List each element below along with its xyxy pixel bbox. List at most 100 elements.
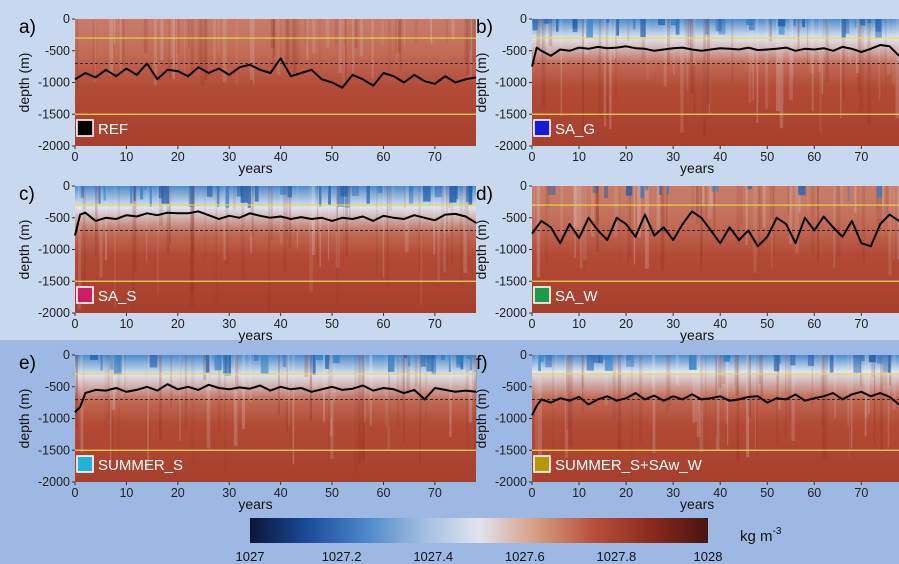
x-tick-label: 60 xyxy=(807,486,821,500)
heatmap-streaks xyxy=(535,355,896,461)
x-tick-label: 50 xyxy=(760,317,774,331)
heatmap-streak xyxy=(330,355,334,459)
surface-blob xyxy=(456,355,464,365)
heatmap-streak xyxy=(310,355,312,420)
heatmap-streak xyxy=(871,355,875,377)
surface-blob xyxy=(140,186,144,200)
heatmap-streak xyxy=(147,355,149,470)
heatmap-streak xyxy=(249,19,254,80)
heatmap-streak xyxy=(798,19,800,41)
surface-blob xyxy=(626,355,634,367)
surface-blob xyxy=(718,19,726,35)
heatmap-streak xyxy=(354,19,358,49)
panel-letter: d) xyxy=(476,184,493,205)
surface-blob xyxy=(222,355,228,374)
surface-blob xyxy=(254,186,259,202)
legend-swatch xyxy=(76,455,94,473)
heatmap-streak xyxy=(538,355,542,455)
y-tick-label: -500 xyxy=(45,211,70,225)
surface-blob xyxy=(431,355,437,375)
heatmap-streak xyxy=(860,19,864,111)
heatmap-streak xyxy=(887,355,890,448)
heatmap-streak xyxy=(335,186,339,233)
surface-blob xyxy=(802,19,806,28)
surface-blob xyxy=(287,186,292,198)
heatmap-streak xyxy=(400,355,405,402)
heatmap-streak xyxy=(191,186,195,253)
x-tick-label: 20 xyxy=(171,150,185,164)
y-tick-label: 0 xyxy=(63,348,70,362)
heatmap-streak xyxy=(286,19,290,73)
legend-label: SUMMER_S+SAw_W xyxy=(555,457,703,474)
heatmap-streak xyxy=(153,19,157,86)
heatmap-streak xyxy=(395,19,398,55)
colorbar-tick-label: 1027 xyxy=(236,549,265,564)
heatmap-streak xyxy=(818,19,821,72)
heatmap-streak xyxy=(850,355,853,449)
heatmap-streak xyxy=(668,355,671,407)
heatmap-streak xyxy=(573,186,578,228)
heatmap-streak xyxy=(663,19,667,87)
heatmap-streak xyxy=(248,355,250,385)
heatmap-streak xyxy=(270,186,273,240)
heatmap-streak xyxy=(76,186,79,215)
heatmap-streak xyxy=(124,355,126,400)
heatmap-streak xyxy=(691,186,694,222)
surface-blob xyxy=(604,186,608,199)
heatmap-streak xyxy=(736,186,741,244)
surface-blob xyxy=(434,186,442,198)
heatmap-streak xyxy=(224,355,226,472)
heatmap-streak xyxy=(791,355,795,441)
surface-blob xyxy=(616,19,619,36)
heatmap-streak xyxy=(666,355,669,413)
heatmap-streak xyxy=(169,19,173,59)
heatmap-streak xyxy=(701,186,705,206)
heatmap-streak xyxy=(609,19,612,130)
surface-blob xyxy=(606,19,610,23)
heatmap-streak xyxy=(536,19,541,51)
heatmap-streak xyxy=(414,19,418,44)
x-tick-label: 10 xyxy=(119,150,133,164)
y-tick-label: -2000 xyxy=(38,306,70,320)
colorbar: 1027 1027.2 1027.4 1027.6 1027.8 1028 kg m-3 xyxy=(236,518,782,564)
heatmap-streak xyxy=(342,19,346,85)
heatmap-streak xyxy=(204,19,208,80)
x-tick-label: 40 xyxy=(274,317,288,331)
x-tick-label: 30 xyxy=(222,150,236,164)
heatmap-streak xyxy=(878,19,881,101)
heatmap-streak xyxy=(179,355,181,442)
heatmap-streak xyxy=(176,19,178,72)
y-tick-label: -1500 xyxy=(495,107,527,121)
x-tick-label: 20 xyxy=(171,486,185,500)
y-tick-label: 0 xyxy=(520,348,527,362)
x-tick-label: 60 xyxy=(377,317,391,331)
heatmap-streak xyxy=(206,355,211,449)
heatmap-streak xyxy=(459,186,464,286)
x-tick-label: 60 xyxy=(807,150,821,164)
heatmap-streak xyxy=(187,19,190,50)
heatmap-streak xyxy=(213,19,216,64)
heatmap-streak xyxy=(811,186,815,255)
y-tick-label: -1500 xyxy=(495,443,527,457)
x-tick-label: 30 xyxy=(222,486,236,500)
surface-blob xyxy=(312,355,316,375)
heatmap-streak xyxy=(352,19,355,74)
heatmap-streak xyxy=(76,355,78,429)
heatmap-streak xyxy=(363,355,366,422)
heatmap-streak xyxy=(580,355,585,388)
heatmap-streak xyxy=(880,355,883,450)
surface-blob xyxy=(876,186,883,198)
colorbar-units-exponent: -3 xyxy=(773,526,782,537)
surface-blob xyxy=(468,186,473,205)
heatmap-streak xyxy=(705,186,707,233)
heatmap-streak xyxy=(344,19,347,83)
colorbar-tick-label: 1027.4 xyxy=(413,549,453,564)
surface-blob xyxy=(100,355,103,371)
heatmap-streak xyxy=(403,355,405,442)
heatmap-streak xyxy=(724,355,728,424)
heatmap-streak xyxy=(718,355,722,389)
heatmap-streak xyxy=(633,186,636,265)
x-tick-label: 0 xyxy=(529,486,536,500)
heatmap-streak xyxy=(706,19,710,104)
surface-blob xyxy=(705,19,709,35)
